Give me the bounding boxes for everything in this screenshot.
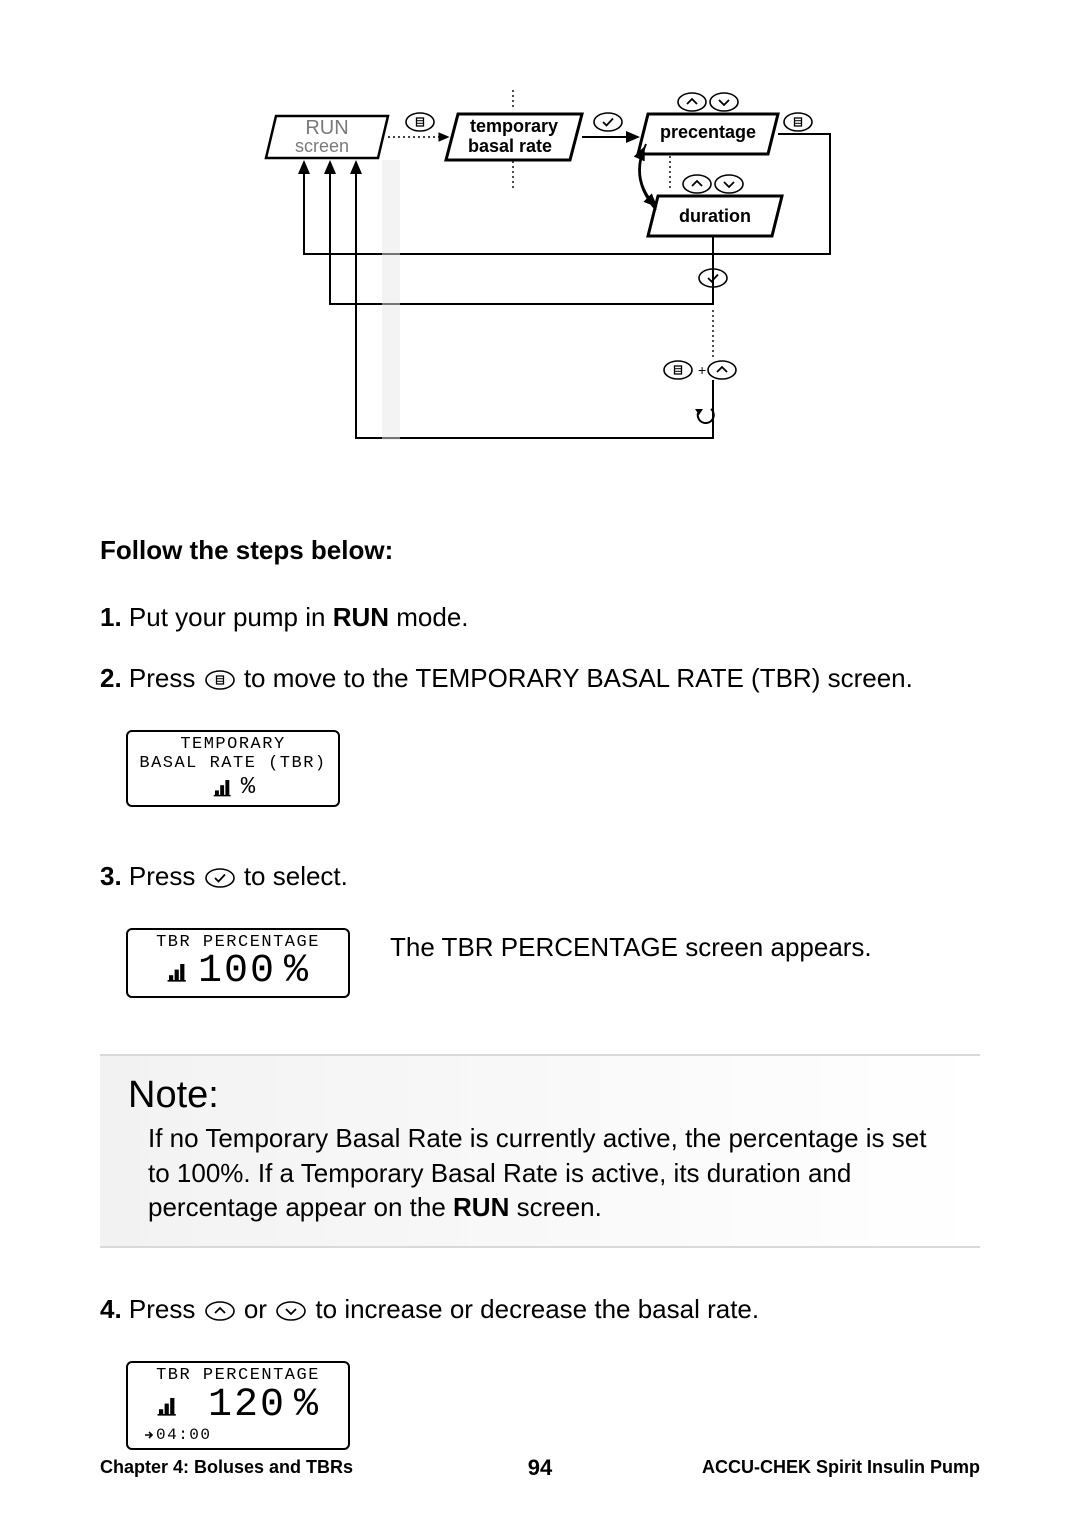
steps-heading: Follow the steps below: xyxy=(100,535,980,566)
footer-chapter: Chapter 4: Boluses and TBRs xyxy=(100,1457,353,1478)
step-3: 3. Press to select. xyxy=(100,859,980,898)
up-icon xyxy=(203,1296,237,1331)
flow-diagram: RUN screen temporary basal rate precenta… xyxy=(230,90,850,485)
page: RUN screen temporary basal rate precenta… xyxy=(0,0,1080,1532)
diagram-duration: duration xyxy=(679,206,751,226)
up-icon xyxy=(678,93,706,111)
diagram-tbr-line1: temporary xyxy=(470,116,558,136)
step-2: 2. Press to move to the TEMPORARY BASAL … xyxy=(100,661,980,700)
menu-icon xyxy=(203,665,237,700)
bar-chart-icon xyxy=(156,1395,180,1417)
down-icon xyxy=(715,175,743,193)
note-body: If no Temporary Basal Rate is currently … xyxy=(128,1121,952,1224)
note-title: Note: xyxy=(128,1074,952,1117)
page-footer: Chapter 4: Boluses and TBRs 94 ACCU-CHEK… xyxy=(100,1457,980,1478)
lcd-screen-percentage: TBR PERCENTAGE 100% xyxy=(126,928,350,999)
diagram-percentage: precentage xyxy=(660,122,756,142)
bar-chart-icon xyxy=(211,777,233,797)
footer-product: ACCU-CHEK Spirit Insulin Pump xyxy=(702,1457,980,1478)
check-icon xyxy=(203,863,237,898)
lcd-screen-tbr: TEMPORARY BASAL RATE (TBR) % xyxy=(126,730,340,806)
up-icon xyxy=(708,361,736,379)
menu-icon xyxy=(664,361,692,379)
svg-text:+: + xyxy=(698,362,706,378)
menu-icon xyxy=(406,113,434,131)
step-3-side-text: The TBR PERCENTAGE screen appears. xyxy=(390,918,872,963)
down-icon xyxy=(710,93,738,111)
footer-page-number: 94 xyxy=(528,1455,552,1481)
step-4: 4. Press or to increase or decrease the … xyxy=(100,1292,980,1331)
undo-icon xyxy=(695,409,714,423)
check-icon xyxy=(594,113,622,131)
bar-chart-icon xyxy=(166,961,190,983)
menu-icon xyxy=(784,113,812,131)
diagram-tbr-line2: basal rate xyxy=(468,136,552,156)
down-icon xyxy=(274,1296,308,1331)
lcd-screen-percentage-120: TBR PERCENTAGE 120% 04:00 xyxy=(126,1361,350,1450)
up-icon xyxy=(683,175,711,193)
diagram-run-line2: screen xyxy=(295,136,349,156)
step-1: 1. Put your pump in RUN mode. xyxy=(100,600,980,635)
lcd-time: 04:00 xyxy=(138,1426,338,1444)
note-box: Note: If no Temporary Basal Rate is curr… xyxy=(100,1054,980,1248)
